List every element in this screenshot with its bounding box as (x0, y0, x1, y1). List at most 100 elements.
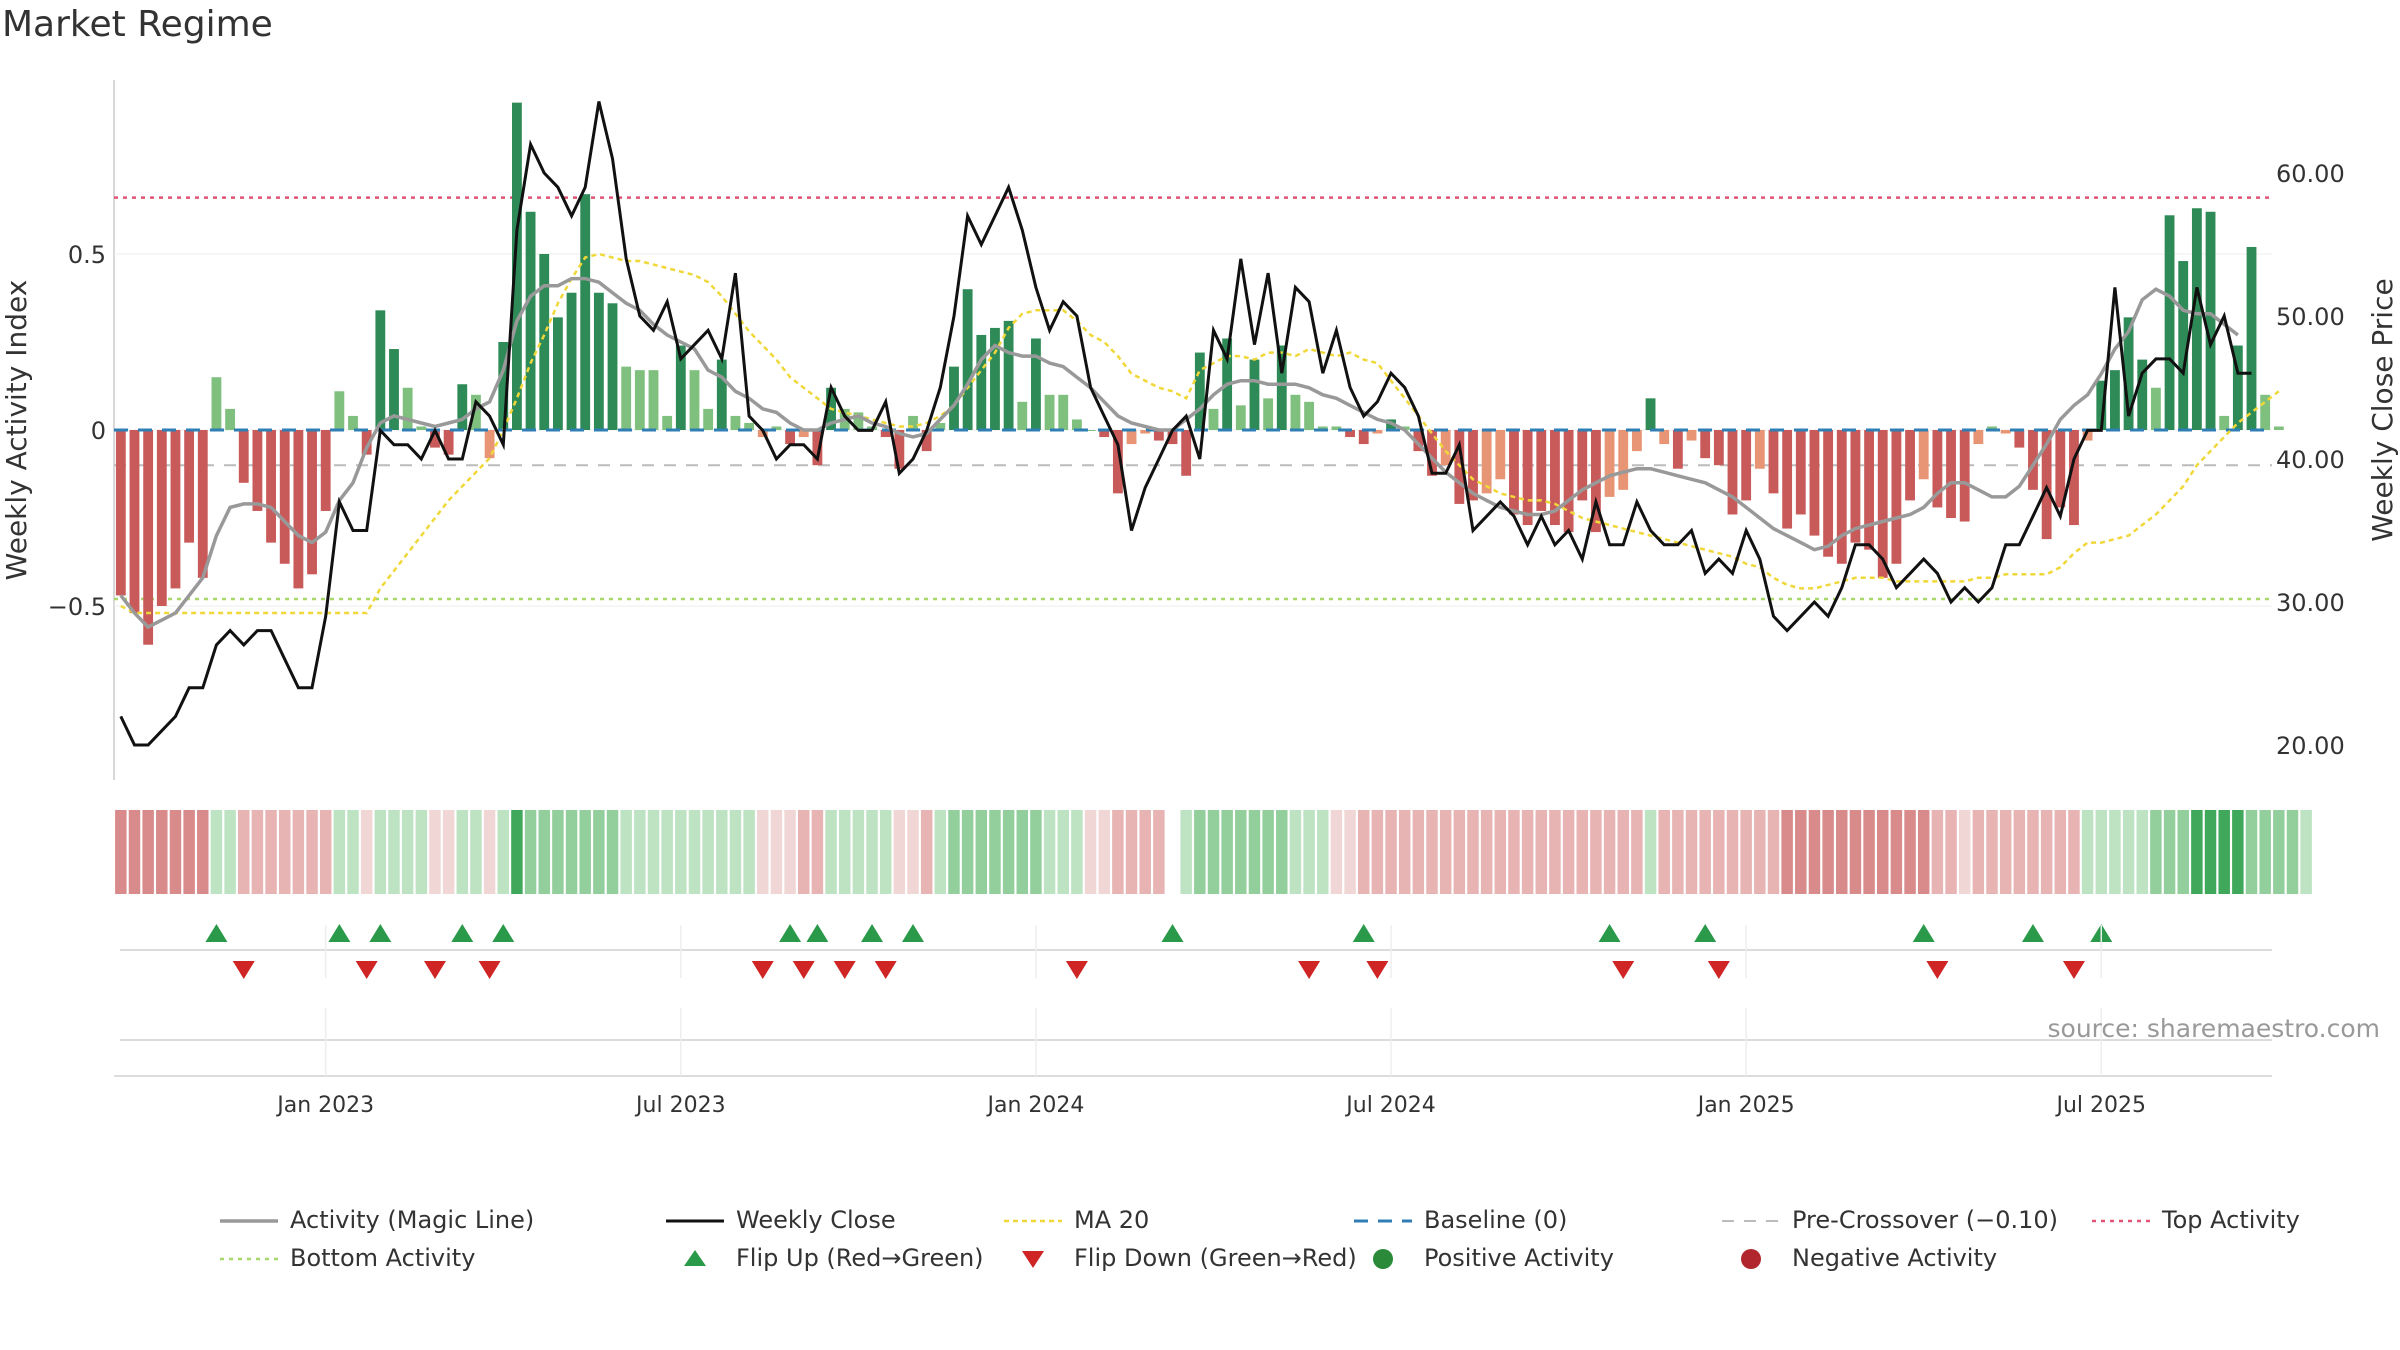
regime-cell (2163, 810, 2176, 894)
regime-cell (961, 810, 974, 894)
legend-label: Top Activity (2162, 1206, 2300, 1234)
activity-bar (2096, 380, 2107, 430)
regime-cell (1426, 810, 1438, 894)
regime-cell (1098, 810, 1110, 894)
regime-cell (483, 810, 496, 894)
x-tick-label: Jul 2025 (2055, 1093, 2147, 1118)
regime-cell (538, 810, 550, 894)
activity-bar (238, 430, 249, 483)
regime-cell (1917, 810, 1930, 894)
activity-bar (1331, 426, 1342, 430)
regime-cell (1221, 810, 1233, 894)
regime-cell (292, 810, 305, 894)
activity-bar (580, 194, 591, 430)
regime-cell (2286, 810, 2299, 894)
regime-cell (1357, 810, 1370, 894)
activity-bar (1631, 430, 1642, 452)
activity-bar (675, 345, 686, 430)
regime-cell (1672, 810, 1684, 894)
regime-cell (306, 810, 318, 894)
regime-cell (1412, 810, 1425, 894)
regime-cell (989, 810, 1001, 894)
activity-bar (1071, 419, 1082, 430)
regime-cell (1030, 810, 1042, 894)
regime-cell (1153, 810, 1165, 894)
legend-label: Weekly Close (736, 1206, 896, 1234)
activity-bar (457, 384, 468, 430)
regime-cell (1480, 810, 1493, 894)
activity-bar (1536, 430, 1547, 511)
regime-cell (470, 810, 482, 894)
activity-bar (962, 289, 973, 430)
regime-cell (1016, 810, 1029, 894)
activity-bar (716, 359, 727, 430)
regime-cell (1194, 810, 1206, 894)
regime-cell (1235, 810, 1247, 894)
activity-bar (648, 370, 659, 430)
source-credit: source: sharemaestro.com (2047, 1014, 2381, 1043)
activity-bar (348, 415, 358, 430)
activity-bar (2110, 370, 2120, 430)
regime-cell (893, 810, 906, 894)
regime-cell (743, 810, 755, 894)
regime-cell (169, 810, 182, 894)
regime-cell (2300, 810, 2312, 894)
legend-label: Bottom Activity (290, 1244, 476, 1272)
activity-bar (1345, 430, 1355, 438)
activity-bar (1768, 430, 1779, 494)
regime-cell (1972, 810, 1985, 894)
regime-cell (1303, 810, 1315, 894)
regime-cell (1890, 810, 1903, 894)
y-tick-label-right: 30.00 (2276, 589, 2345, 617)
activity-bar (1522, 430, 1533, 526)
activity-bar (2014, 430, 2025, 448)
regime-cell (1699, 810, 1711, 894)
activity-bar (894, 430, 905, 469)
regime-cell (2013, 810, 2026, 894)
activity-bar (2082, 430, 2093, 441)
regime-cell (1590, 810, 1602, 894)
regime-cell (825, 810, 837, 894)
flip-up-marker (492, 924, 515, 942)
legend-swatch-flip_up (684, 1250, 706, 1266)
activity-bar (2000, 430, 2011, 434)
activity-bar (1795, 430, 1806, 515)
activity-bar (1700, 430, 1711, 459)
weekly-close-line (119, 101, 2252, 747)
activity-bar (1577, 430, 1588, 501)
regime-cell (1112, 810, 1124, 894)
legend-swatch-ma20 (1004, 1219, 1062, 1223)
activity-bar (1290, 394, 1301, 430)
activity-bar (1194, 352, 1205, 430)
activity-bar (1058, 394, 1069, 430)
x-tick-label: Jan 2024 (985, 1093, 1084, 1118)
activity-bar (949, 366, 959, 430)
regime-cell (2136, 810, 2148, 894)
regime-cell (210, 810, 223, 894)
activity-bar (484, 430, 495, 459)
flip-up-marker (451, 924, 474, 942)
regime-cell (552, 810, 564, 894)
activity-bar (525, 211, 536, 430)
regime-cell (115, 810, 127, 894)
regime-cell (1207, 810, 1220, 894)
flip-down-marker (2062, 961, 2085, 979)
flip-up-marker (806, 924, 829, 942)
regime-cell (702, 810, 714, 894)
regime-cell (156, 810, 168, 894)
activity-bar (935, 422, 946, 430)
regime-cell (347, 810, 359, 894)
legend-item-flip_down: Flip Down (Green→Red) (1002, 1244, 1357, 1272)
regime-cell (456, 810, 469, 894)
legend-swatch-positive (1373, 1249, 1393, 1269)
activity-bar (1413, 430, 1424, 452)
regime-cell (1904, 810, 1916, 894)
regime-cell (975, 810, 988, 894)
activity-bar (1126, 430, 1137, 445)
activity-bar (293, 430, 304, 589)
regime-cell (1931, 810, 1944, 894)
activity-bar (389, 349, 399, 430)
flip-down-marker (355, 961, 378, 979)
activity-bar (211, 377, 222, 430)
